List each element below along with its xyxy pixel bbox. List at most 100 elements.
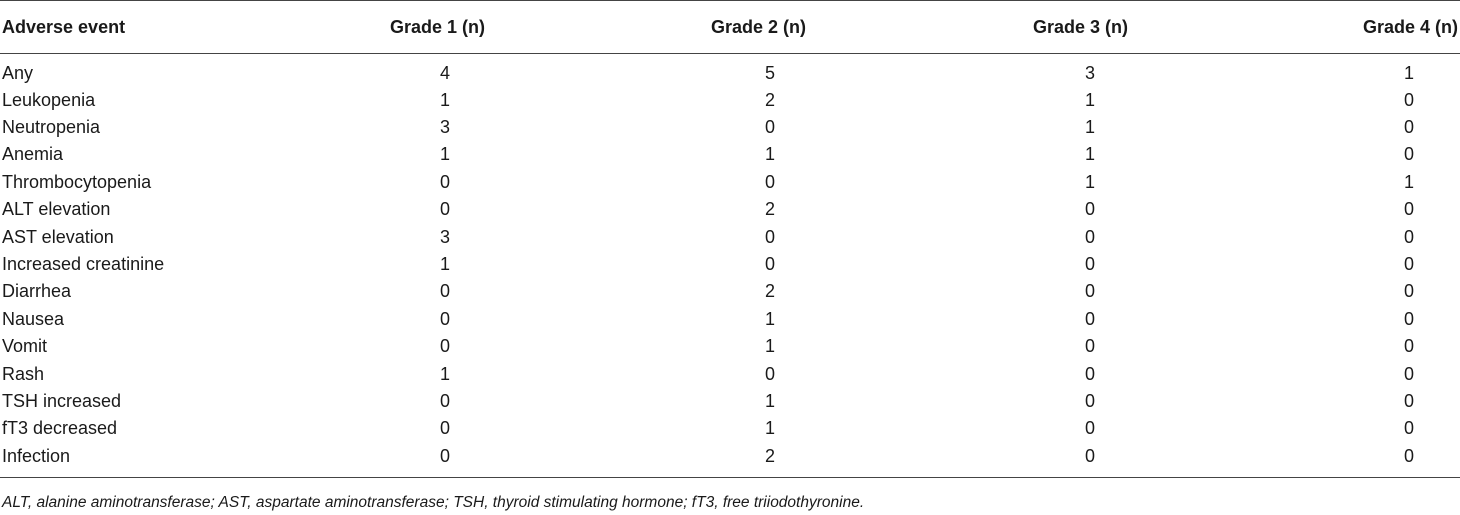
header-grade-4: Grade 4 (n) [1362,16,1458,37]
table-row: Neutropenia 3 0 1 0 [0,113,1460,140]
header-grade-2: Grade 2 (n) [711,16,807,37]
grade-3-count: 0 [1085,390,1096,411]
grade-1-count: 0 [440,199,451,220]
adverse-event-name: fT3 decreased [2,418,118,439]
table-footnote: ALT, alanine aminotransferase; AST, aspa… [2,494,865,511]
grade-1-count: 1 [440,363,451,384]
grade-3-count: 1 [1085,144,1096,165]
adverse-event-name: ALT elevation [2,199,111,220]
grade-2-count: 2 [765,89,776,110]
table-row: Any 4 5 3 1 [0,54,1460,87]
grade-3-count: 0 [1085,418,1096,439]
grade-4-count: 0 [1403,363,1414,384]
grade-4-count: 0 [1403,418,1414,439]
table-body: Any 4 5 3 1 Leukopenia 1 2 1 0 Neutropenia 3 0 1 0 Anem… [0,54,1460,478]
grade-4-count: 1 [1403,62,1414,83]
table-row: Anemia 1 1 1 0 [0,141,1460,168]
grade-1-count: 0 [440,418,451,439]
grade-4-count: 0 [1403,445,1414,466]
grade-1-count: 0 [440,336,451,357]
table-row: TSH increased 0 1 0 0 [0,387,1460,414]
grade-3-count: 0 [1085,199,1096,220]
table-row: ALT elevation 0 2 0 0 [0,196,1460,223]
grade-2-count: 0 [765,226,776,247]
grade-4-count: 0 [1403,117,1414,138]
grade-3-count: 1 [1085,89,1096,110]
grade-2-count: 1 [765,336,776,357]
grade-3-count: 0 [1085,254,1096,275]
table-row: Leukopenia 1 2 1 0 [0,86,1460,113]
grade-4-count: 0 [1403,226,1414,247]
grade-4-count: 0 [1403,336,1414,357]
grade-1-count: 0 [440,445,451,466]
grade-2-count: 1 [765,308,776,329]
header-adverse-event: Adverse event [2,16,126,37]
grade-1-count: 3 [440,226,451,247]
grade-1-count: 0 [440,281,451,302]
grade-1-count: 1 [440,89,451,110]
grade-3-count: 0 [1085,445,1096,466]
grade-2-count: 0 [765,254,776,275]
grade-3-count: 1 [1085,117,1096,138]
adverse-event-name: Anemia [2,144,64,165]
grade-2-count: 2 [765,445,776,466]
grade-3-count: 0 [1085,308,1096,329]
grade-2-count: 0 [765,363,776,384]
grade-4-count: 0 [1403,144,1414,165]
grade-3-count: 1 [1085,171,1096,192]
table-row: Rash 1 0 0 0 [0,360,1460,387]
adverse-event-name: Diarrhea [2,281,72,302]
grade-1-count: 4 [440,62,451,83]
grade-1-count: 1 [440,254,451,275]
adverse-event-name: Increased creatinine [2,254,165,275]
grade-2-count: 1 [765,390,776,411]
grade-2-count: 0 [765,117,776,138]
grade-3-count: 0 [1085,336,1096,357]
table-row: fT3 decreased 0 1 0 0 [0,415,1460,442]
grade-4-count: 0 [1403,308,1414,329]
grade-4-count: 1 [1403,171,1414,192]
adverse-event-name: Nausea [2,308,65,329]
grade-4-count: 0 [1403,199,1414,220]
grade-3-count: 0 [1085,363,1096,384]
grade-4-count: 0 [1403,89,1414,110]
grade-2-count: 1 [765,144,776,165]
grade-1-count: 0 [440,390,451,411]
table-row: Nausea 0 1 0 0 [0,305,1460,332]
adverse-event-name: TSH increased [2,390,122,411]
grade-4-count: 0 [1403,390,1414,411]
grade-1-count: 0 [440,171,451,192]
adverse-event-name: Infection [2,445,71,466]
header-grade-1: Grade 1 (n) [390,16,486,37]
table-row: Vomit 0 1 0 0 [0,333,1460,360]
adverse-events-table-container: Adverse event Grade 1 (n) Grade 2 (n) Gr… [0,0,1460,478]
grade-3-count: 0 [1085,226,1096,247]
adverse-event-name: Leukopenia [2,89,96,110]
adverse-event-name: Neutropenia [2,117,101,138]
grade-2-count: 1 [765,418,776,439]
adverse-event-name: Any [2,62,34,83]
table-row: Thrombocytopenia 0 0 1 1 [0,168,1460,195]
grade-2-count: 2 [765,281,776,302]
grade-1-count: 0 [440,308,451,329]
grade-3-count: 0 [1085,281,1096,302]
table-row: Diarrhea 0 2 0 0 [0,278,1460,305]
grade-2-count: 2 [765,199,776,220]
grade-2-count: 0 [765,171,776,192]
table-header: Adverse event Grade 1 (n) Grade 2 (n) Gr… [0,0,1460,54]
adverse-event-name: Rash [2,363,45,384]
grade-4-count: 0 [1403,281,1414,302]
grade-3-count: 3 [1085,62,1096,83]
grade-2-count: 5 [765,62,776,83]
grade-4-count: 0 [1403,254,1414,275]
table-row: Infection 0 2 0 0 [0,442,1460,478]
header-grade-3: Grade 3 (n) [1033,16,1129,37]
adverse-event-name: AST elevation [2,226,114,247]
adverse-events-table: Adverse event Grade 1 (n) Grade 2 (n) Gr… [0,0,1460,478]
grade-1-count: 3 [440,117,451,138]
table-row: Increased creatinine 1 0 0 0 [0,250,1460,277]
table-row: AST elevation 3 0 0 0 [0,223,1460,250]
adverse-event-name: Thrombocytopenia [2,171,152,192]
header-row: Adverse event Grade 1 (n) Grade 2 (n) Gr… [0,0,1460,54]
adverse-event-name: Vomit [2,336,48,357]
